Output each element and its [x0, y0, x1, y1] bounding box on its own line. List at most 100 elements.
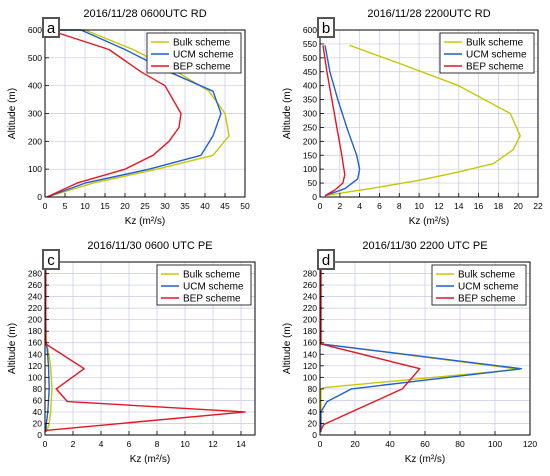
chart-title: 2016/11/28 2200UTC RD	[367, 8, 490, 20]
y-tick-label: 50	[308, 178, 318, 188]
x-tick-label: 0	[43, 439, 48, 449]
chart-title: 2016/11/28 0600UTC RD	[83, 8, 206, 20]
x-tick-label: 5	[63, 201, 68, 211]
legend-label: Bulk scheme	[466, 38, 524, 49]
y-tick-label: 180	[303, 326, 317, 336]
panel-label-box	[317, 249, 335, 270]
x-tick-label: 100	[488, 439, 502, 449]
x-tick-label: 20	[513, 201, 523, 211]
series-line-bep-scheme	[45, 264, 246, 432]
y-tick-label: 400	[303, 81, 317, 91]
x-tick-label: 12	[208, 439, 218, 449]
y-tick-label: 220	[303, 303, 317, 313]
chart-panel-a: 0 5 10 15 20 25 30 35 40 45 5001002003004005006002…	[7, 8, 250, 227]
x-tick-label: 14	[236, 439, 246, 449]
y-tick-label: 40	[308, 407, 318, 417]
chart-title: 2016/11/30 0600 UTC PE	[87, 240, 212, 252]
series-line-bep-scheme	[322, 45, 346, 197]
legend-label: Bulk scheme	[183, 270, 241, 281]
x-axis-label: Kz (m²/s)	[405, 454, 446, 465]
x-tick-label: 20	[120, 201, 130, 211]
x-tick-label: 15	[100, 201, 110, 211]
plot-frame	[44, 261, 256, 436]
legend-box	[146, 32, 242, 74]
legend-label: UCM scheme	[183, 282, 244, 293]
y-tick-label: 200	[28, 315, 42, 325]
y-tick-label: 80	[308, 384, 318, 394]
y-tick-label: 200	[303, 315, 317, 325]
y-tick-label: 600	[303, 25, 317, 35]
legend-label: UCM scheme	[458, 282, 519, 293]
y-axis-label: Altitude (m)	[282, 88, 293, 139]
x-tick-label: 50	[240, 201, 250, 211]
x-tick-label: 20	[350, 439, 360, 449]
x-tick-label: 4	[99, 439, 104, 449]
y-tick-label: 200	[303, 136, 317, 146]
x-tick-label: 10	[180, 439, 190, 449]
y-tick-label: 0	[37, 430, 42, 440]
x-tick-label: 4	[357, 201, 362, 211]
y-tick-label: 160	[303, 338, 317, 348]
legend-label: BEP scheme	[466, 62, 524, 73]
x-tick-label: 6	[127, 439, 132, 449]
y-tick-label: 60	[308, 395, 318, 405]
y-tick-label: 260	[303, 280, 317, 290]
legend-label: BEP scheme	[458, 294, 516, 305]
x-tick-label: 10	[414, 201, 424, 211]
legend-label: UCM scheme	[173, 50, 234, 61]
y-tick-label: 600	[28, 25, 42, 35]
y-tick-label: 400	[28, 81, 42, 91]
y-tick-label: 0	[312, 430, 317, 440]
y-tick-label: 260	[28, 280, 42, 290]
y-tick-label: 160	[28, 338, 42, 348]
y-tick-label: 150	[303, 150, 317, 160]
panel-label-box	[42, 249, 60, 270]
y-tick-label: 60	[33, 395, 43, 405]
panel-label: b	[322, 20, 330, 37]
y-tick-label: 100	[303, 372, 317, 382]
y-tick-label: 550	[303, 39, 317, 49]
x-tick-label: 0	[318, 439, 323, 449]
y-tick-label: 80	[33, 384, 43, 394]
chart-panel-d: 0 20 40 60 80 100 1200204060801001201401601802…	[282, 240, 537, 465]
y-tick-label: 100	[28, 372, 42, 382]
x-tick-label: 60	[420, 439, 430, 449]
chart-panel-b: 0 2 4 6 8 10 12 14 16 18 20 22 0 50 100 150 200 250 300 350…	[282, 8, 543, 227]
x-tick-label: 25	[140, 201, 150, 211]
y-tick-label: 100	[303, 164, 317, 174]
y-tick-label: 200	[28, 136, 42, 146]
y-tick-label: 300	[303, 109, 317, 119]
x-tick-label: 40	[385, 439, 395, 449]
y-tick-label: 40	[33, 407, 43, 417]
panel-label: d	[322, 252, 330, 269]
legend-label: BEP scheme	[183, 294, 241, 305]
y-tick-label: 120	[28, 361, 42, 371]
y-tick-label: 220	[28, 303, 42, 313]
x-tick-label: 12	[434, 201, 444, 211]
x-axis-label: Kz (m²/s)	[130, 454, 171, 465]
series-line-bep-scheme	[320, 264, 421, 431]
legend-label: Bulk scheme	[173, 38, 231, 49]
x-tick-label: 120	[523, 439, 537, 449]
y-tick-label: 20	[308, 418, 318, 428]
x-tick-label: 18	[494, 201, 504, 211]
chart-title: 2016/11/30 2200 UTC PE	[362, 240, 487, 252]
x-axis-label: Kz (m²/s)	[125, 216, 166, 227]
x-tick-label: 35	[180, 201, 190, 211]
x-tick-label: 6	[377, 201, 382, 211]
y-tick-label: 0	[312, 192, 317, 202]
x-tick-label: 0	[318, 201, 323, 211]
y-tick-label: 140	[303, 349, 317, 359]
x-axis-label: Kz (m²/s)	[409, 216, 450, 227]
x-tick-label: 30	[160, 201, 170, 211]
series-line-ucm-scheme	[324, 45, 361, 197]
y-tick-label: 280	[28, 269, 42, 279]
x-tick-label: 16	[474, 201, 484, 211]
x-tick-label: 80	[455, 439, 465, 449]
x-tick-label: 8	[155, 439, 160, 449]
panel-label-box	[42, 17, 60, 38]
chart-panel-c: 0 2 4 6 8 10 12 1402040608010012014016018020022…	[7, 240, 256, 465]
